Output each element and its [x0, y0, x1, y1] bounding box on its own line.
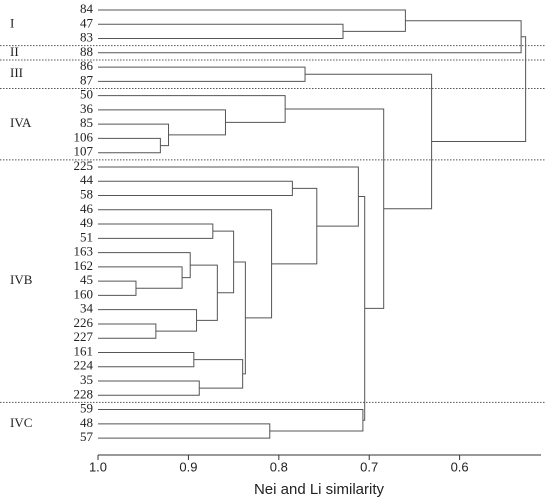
leaf-label: 45	[80, 272, 93, 287]
dendrogram-link	[285, 108, 385, 309]
leaf-label: 58	[80, 186, 93, 201]
group-label: IVA	[10, 115, 32, 130]
dendrogram-link	[98, 180, 293, 197]
dendrogram-link	[98, 9, 406, 32]
dendrogram-link	[98, 351, 195, 368]
group-label: III	[10, 65, 23, 80]
x-tick-label: 1.0	[89, 459, 107, 474]
dendrogram-link	[98, 323, 157, 339]
leaf-label: 224	[74, 358, 94, 373]
leaf-label: 46	[80, 201, 94, 216]
leaf-label: 226	[74, 315, 94, 330]
dendrogram-link	[98, 280, 137, 296]
dendrogram-link	[98, 266, 183, 289]
dendrogram-link	[98, 309, 198, 332]
dendrogram-link	[98, 66, 306, 82]
x-tick-label: 0.6	[451, 459, 469, 474]
leaf-label: 87	[80, 72, 94, 87]
leaf-label: 160	[74, 286, 94, 301]
leaf-label: 44	[80, 172, 94, 187]
dendrogram-link	[193, 359, 244, 389]
x-tick-label: 0.9	[179, 459, 197, 474]
x-tick-label: 0.7	[360, 459, 378, 474]
leaf-label: 84	[80, 1, 94, 16]
dendrogram-link	[98, 95, 286, 123]
dendrogram-link	[98, 109, 226, 136]
dendrogram-link	[431, 36, 527, 142]
leaf-label: 48	[80, 415, 93, 430]
dendrogram-link	[98, 20, 522, 54]
x-tick-label: 0.8	[270, 459, 288, 474]
leaf-label: 163	[74, 244, 94, 259]
leaf-label: 59	[80, 401, 93, 416]
leaf-label: 225	[74, 158, 94, 173]
leaf-label: 86	[80, 58, 94, 73]
dendrogram-link	[98, 123, 170, 147]
group-label: IVB	[10, 272, 33, 287]
leaf-label: 50	[80, 87, 93, 102]
leaf-label: 35	[80, 372, 93, 387]
leaf-label: 227	[74, 329, 94, 344]
dendrogram-link	[98, 380, 200, 396]
leaf-label: 83	[80, 30, 93, 45]
leaf-label: 49	[80, 215, 93, 230]
leaf-label: 162	[74, 258, 94, 273]
group-label: IVC	[10, 415, 32, 430]
dendrogram-link	[358, 196, 366, 421]
dendrogram-link	[190, 264, 218, 321]
leaf-label: 161	[74, 343, 94, 358]
dendrogram-link	[305, 73, 433, 210]
leaf-label: 36	[80, 101, 94, 116]
leaf-label: 34	[80, 301, 94, 316]
leaf-label: 107	[74, 144, 94, 159]
dendrogram-link	[98, 223, 214, 239]
dendrogram-link	[98, 409, 364, 432]
leaf-label: 47	[80, 15, 94, 30]
leaf-label: 106	[74, 129, 94, 144]
dendrogram-link	[98, 252, 191, 279]
dendrogram-link	[271, 187, 318, 265]
group-label: II	[10, 44, 19, 59]
leaf-label: 228	[74, 386, 94, 401]
dendrogram-link	[212, 230, 235, 294]
dendrogram-link	[98, 23, 344, 40]
dendrogram-link	[233, 261, 246, 375]
leaf-label: 85	[80, 115, 93, 130]
leaf-label: 57	[80, 429, 94, 444]
group-label: I	[10, 15, 14, 30]
x-axis-label: Nei and Li similarity	[254, 481, 385, 498]
leaf-label: 88	[80, 44, 93, 59]
dendrogram-link	[98, 166, 359, 227]
dendrogram-link	[98, 137, 161, 154]
dendrogram-link	[98, 423, 271, 439]
leaf-label: 51	[80, 229, 93, 244]
